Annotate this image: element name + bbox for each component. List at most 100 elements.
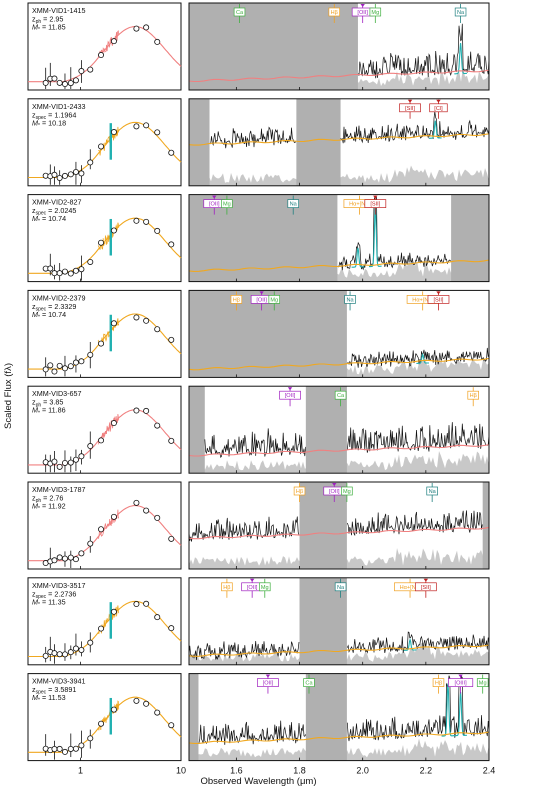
photometry-point [67,649,74,656]
photometry-point [67,745,74,752]
line-tag-label: [OII] [256,297,267,303]
line-tag-box [426,486,438,496]
line-tag-box [233,7,246,17]
line-tag-label: Na [457,10,465,16]
observed-spectrum [204,422,490,458]
line-tag-box [279,390,301,400]
noise-spectrum [189,165,489,186]
photometry-point [133,407,140,414]
sed-frame [27,2,182,91]
line-marker-arrow [407,99,413,103]
photometry-point [133,25,140,32]
line-tag-label: Hβ [296,489,303,495]
line-tag-label: [SII] [421,585,431,591]
photometry-point [87,159,94,166]
photometry-point [78,170,85,177]
line-tag-box [369,7,382,17]
mass-label: M* = 11.92 [32,502,66,513]
galaxy-name: XMM-VID2-827 [32,198,82,207]
line-tag-box [344,295,356,304]
photometry-point [72,359,79,366]
line-fit [441,683,455,737]
line-tag-label: [OII] [357,10,368,16]
photometry-point [87,66,94,73]
spec-frame [188,194,490,283]
photometry-point [110,129,117,136]
model-continuum [188,444,490,457]
line-tag-label: Hβ [331,10,338,16]
redshift-label: zspec = 2.3329 [32,302,76,313]
sed-line-spike [109,602,112,639]
photometry-point [168,437,175,444]
line-tag-label: Ca [337,393,345,399]
noise-spectrum [189,642,489,665]
sed-line-spike [109,697,112,735]
photometry-point [133,314,140,321]
photometry-point [42,366,49,373]
photometry-point [110,706,117,713]
line-fit [454,43,467,75]
noise-spectrum [189,738,489,761]
photometry-point [143,407,150,414]
photometry-point [133,499,140,506]
photometry-point [143,600,150,607]
photometry-point [72,745,79,752]
photometry-point [133,217,140,224]
spec-tick-label: 2.4 [483,766,496,776]
photometry-point [61,268,68,275]
spec-frame [188,481,490,570]
spectrum-panel: Hβ [OII] Mg Na Hα+[NII] [SII] [188,577,490,666]
line-marker-arrow [423,578,429,582]
galaxy-name: XMM-VID1-2433 [32,102,86,111]
line-tag-label: [OII] [285,393,296,399]
photometry-point [61,459,68,466]
photometry-point [67,80,74,87]
sed-frame [27,385,182,474]
line-tag-label: Hα+[NII] [412,297,433,303]
mass-label: M* = 11.53 [32,693,66,704]
galaxy-name: XMM-VID3-657 [32,389,82,398]
photometry-point [78,550,85,557]
sed-model-curve [28,409,182,466]
sed-frame [27,194,182,283]
line-marker-arrow [259,291,264,295]
sed-frame [27,481,182,570]
photometry-point [143,122,150,129]
spec-frame [188,385,490,474]
spec-tick-label: 2.0 [356,766,369,776]
photometry-point [143,507,150,514]
spec-tick-label: 1.8 [293,766,306,776]
photometry-point [87,540,94,547]
photometry-point [67,270,74,277]
photometry-point [154,38,161,45]
line-fit [429,120,442,139]
photometry-point [110,608,117,615]
spectrum-panel: Hβ [OII] Mg Na Hα+[NII] [SII] [188,289,490,378]
photometry-point [72,645,79,652]
masked-region [189,194,338,282]
line-tag-box [448,678,474,687]
photometry-point [72,77,79,84]
model-continuum [188,357,490,371]
photometry-point [98,143,105,150]
mass-label: M* = 10.18 [32,118,66,129]
photometry-point [98,340,105,347]
galaxy-name: XMM-VID3-1787 [32,485,86,494]
line-fit [416,352,429,364]
photometry-point [78,68,85,75]
line-tag-box [221,582,233,592]
line-marker-arrow [436,99,441,103]
line-tag-label: Mg [270,297,278,303]
photometry-point [78,742,85,749]
spectrum-panel: [SII] [Cl] [188,98,490,187]
photometry-point [168,722,175,729]
photometry-point [98,720,105,727]
masked-region [296,98,341,186]
line-tag-label: Mg [261,585,269,591]
photometry-point [168,241,175,248]
sed-frame [27,98,182,187]
